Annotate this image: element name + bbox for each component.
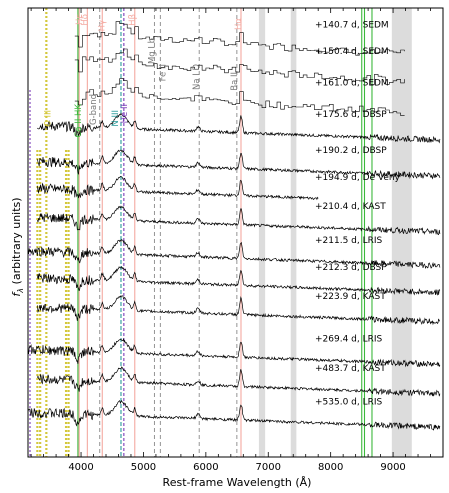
line-marker-label: Ca II HK (74, 104, 84, 138)
spectrum-line (37, 149, 441, 180)
line-marker-label: Ba II (230, 72, 240, 91)
spectrum-line (37, 366, 441, 397)
plot-border (27, 7, 444, 458)
series-label: +194.9 d, De Veny (315, 173, 401, 183)
series-label: +223.9 d, KAST (315, 292, 386, 302)
telluric-band (258, 8, 266, 457)
series-label: +535.0 d, LRIS (315, 397, 383, 407)
spectrum-line (74, 21, 405, 56)
line-marker-label: Mg I b (147, 38, 157, 64)
line-marker-label: Na I D (192, 64, 202, 90)
spectrum-line (37, 205, 441, 236)
series-label: +211.5 d, LRIS (315, 236, 383, 246)
x-tick-label: 5000 (131, 462, 156, 473)
y-axis-label: fλ (arbitrary units) (10, 197, 25, 296)
series-label: +161.0 d, SEDM (315, 79, 389, 89)
series-label: +175.6 d, DBSP (315, 110, 387, 120)
series-label: +150.4 d, SEDM (315, 47, 389, 57)
series-label: +210.4 d, KAST (315, 202, 386, 212)
telluric-band (290, 8, 297, 457)
line-marker-label: Hε (75, 14, 85, 25)
line-marker-label: N III (111, 110, 121, 127)
y-axis-label-f: f (10, 291, 23, 297)
line-marker-label: Hγ (97, 20, 107, 31)
series-labels: +140.7 d, SEDM +150.4 d, SEDM +161.0 d, SE… (315, 20, 401, 407)
spectrum-line (37, 176, 319, 201)
x-tick-label: 7000 (256, 462, 281, 473)
line-marker-label: Hβ (128, 14, 138, 26)
line-marker-label: Hα (234, 18, 244, 30)
x-tick-label: 8000 (318, 462, 343, 473)
spectrum-line (74, 48, 405, 85)
line-marker-label: O III (43, 110, 53, 127)
x-tick-label: 6000 (193, 462, 218, 473)
x-axis-ticks: 4000 5000 6000 7000 8000 9000 (30, 8, 444, 473)
spectrum-line (27, 239, 441, 269)
line-marker-label: G-band (89, 94, 99, 125)
telluric-bands (258, 8, 412, 457)
line-marker-label: Hδ (80, 14, 90, 26)
line-marker-label: Fe II (158, 64, 168, 81)
spectrum-line (37, 112, 441, 144)
telluric-band (391, 8, 412, 457)
y-axis-label-sub: λ (16, 288, 25, 294)
spectrum-line (27, 337, 441, 368)
x-tick-label: 4000 (68, 462, 93, 473)
series-label: +190.2 d, DBSP (315, 146, 387, 156)
line-marker-label: He II (120, 104, 130, 123)
spectrum-line (37, 295, 440, 326)
x-axis-label: Rest-frame Wavelength (Å) (163, 476, 312, 489)
series-label: +483.7 d, KAST (315, 364, 386, 374)
series-label: +212.3 d, DBSP (315, 263, 387, 273)
series-label: +269.4 d, LRIS (315, 335, 383, 345)
spectrum-line (37, 266, 441, 296)
spectrum-line (27, 399, 441, 431)
spectra-series (27, 21, 441, 431)
x-tick-label: 9000 (380, 462, 405, 473)
y-axis-label-rest: (arbitrary units) (10, 197, 23, 288)
series-label: +140.7 d, SEDM (315, 20, 389, 30)
spectrum-line (74, 78, 405, 116)
plot-frame (27, 7, 444, 458)
